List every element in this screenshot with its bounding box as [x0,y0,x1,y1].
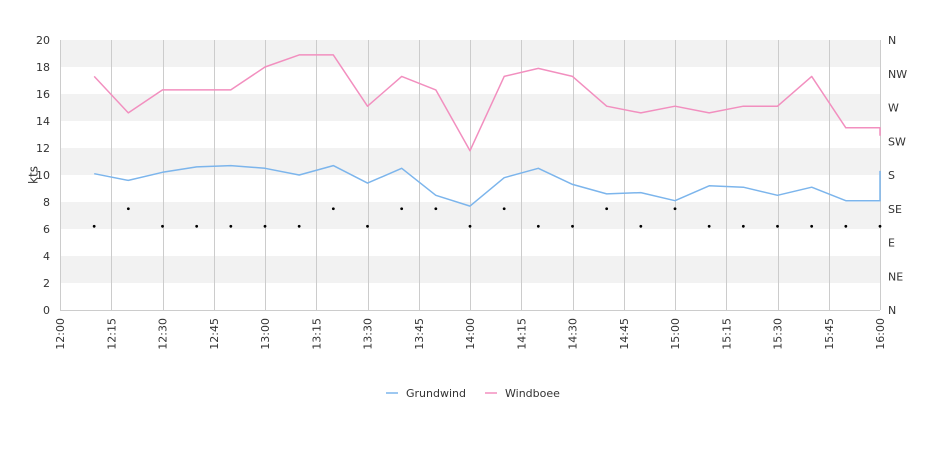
x-tick-label: 16:00 [874,318,887,350]
direction-tick-label: N [888,34,896,47]
direction-marker [297,224,301,228]
series-line-grundwind [94,164,881,207]
direction-marker [878,224,882,228]
direction-marker [468,224,472,228]
y-tick-label: 0 [43,304,50,317]
direction-marker [605,207,609,211]
direction-marker [195,224,199,228]
y-tick-label: 16 [36,88,50,101]
legend-label: Grundwind [406,387,466,400]
y-axis-title: kts [27,166,41,184]
direction-marker [161,224,164,228]
legend-label: Windboee [505,387,560,400]
y-tick-label: 20 [36,34,50,47]
legend: Grundwind Windboee [386,387,560,400]
direction-tick-label: N [888,304,896,317]
x-tick-label: 14:45 [618,318,631,350]
x-axis-ticks: 12:00 12:15 12:30 12:45 13:00 13:15 13:30 13:45… [54,318,887,350]
x-tick-label: 12:15 [105,318,118,350]
x-tick-label: 13:15 [310,318,323,350]
direction-marker [434,207,438,211]
y-axis-ticks: 0 2 4 6 8 10 12 14 16 18 20 [36,34,50,317]
x-tick-label: 14:30 [567,318,580,350]
direction-marker [126,207,130,211]
direction-tick-label: S [888,169,895,182]
direction-marker [844,224,848,228]
direction-marker [400,207,404,211]
direction-tick-label: W [888,102,899,115]
direction-marker [741,224,745,228]
series-lines [93,54,881,207]
y-tick-label: 18 [36,61,50,74]
x-tick-label: 12:00 [54,318,67,350]
x-tick-label: 14:15 [515,318,528,350]
x-tick-label: 15:15 [720,318,733,350]
direction-marker [571,224,574,228]
x-tick-label: 15:00 [669,318,682,350]
direction-tick-label: SE [888,203,902,216]
direction-marker [673,207,677,211]
x-tick-label: 13:00 [259,318,272,350]
x-tick-label: 12:30 [157,318,170,350]
x-tick-label: 12:45 [208,318,221,350]
direction-tick-label: NW [888,68,907,81]
direction-marker [536,224,540,228]
direction-marker [639,224,643,228]
y-tick-label: 14 [36,115,50,128]
direction-marker [263,224,267,228]
direction-marker [331,207,335,211]
direction-marker [776,224,779,228]
direction-tick-label: NE [888,270,903,283]
series-line-windboee [93,54,881,152]
x-tick-label: 15:45 [823,318,836,350]
direction-marker [366,224,369,228]
direction-marker [229,224,233,228]
y-tick-label: 6 [43,223,50,236]
x-tick-label: 13:45 [413,318,426,350]
y-tick-label: 8 [43,196,50,209]
y-tick-label: 12 [36,142,50,155]
direction-tick-label: SW [888,135,906,148]
direction-markers [92,207,882,228]
direction-axis-ticks: N NE E SE S SW W NW N [888,34,907,317]
y-tick-label: 2 [43,277,50,290]
direction-marker [92,224,96,228]
direction-marker [502,207,506,211]
direction-marker [810,224,814,228]
direction-marker [707,224,711,228]
y-tick-label: 10 [36,169,50,182]
direction-tick-label: E [888,237,895,250]
x-tick-label: 15:30 [772,318,785,350]
x-tick-label: 14:00 [464,318,477,350]
x-tick-label: 13:30 [362,318,375,350]
y-tick-label: 4 [43,250,50,263]
